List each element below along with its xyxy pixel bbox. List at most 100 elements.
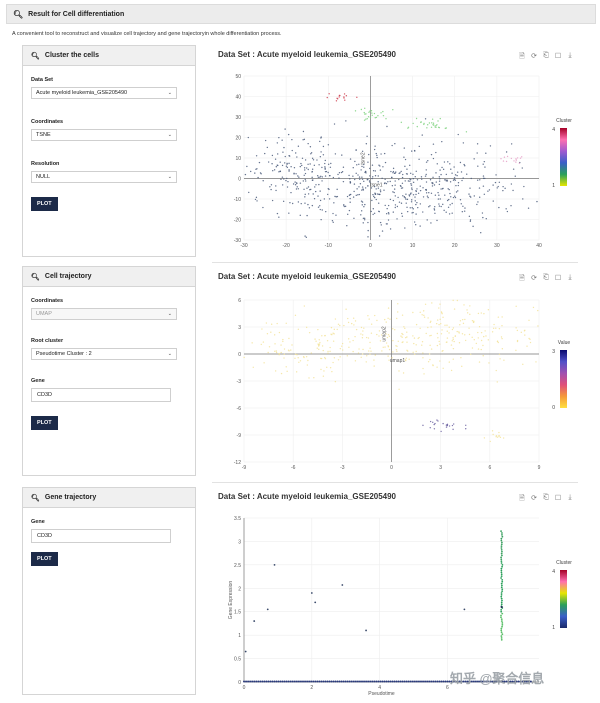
data-point (394, 204, 397, 206)
data-point (413, 353, 416, 355)
data-point (501, 633, 504, 636)
data-point (339, 324, 341, 327)
x-tick-label: 20 (452, 243, 458, 249)
data-point (451, 172, 453, 174)
download-icon[interactable]: ⤓ (568, 494, 572, 501)
data-point (345, 308, 347, 310)
data-point (379, 165, 381, 167)
data-point (497, 341, 499, 344)
data-point (371, 199, 373, 202)
crop-icon[interactable]: ☐ (554, 275, 562, 282)
data-point (452, 680, 455, 683)
data-point (270, 188, 272, 191)
data-point (440, 323, 442, 325)
data-point (480, 231, 482, 234)
data-point (419, 225, 421, 227)
data-point (439, 318, 441, 320)
data-point (379, 680, 382, 683)
data-point (427, 326, 429, 329)
data-point (399, 680, 402, 683)
data-point (460, 171, 463, 173)
data-point (425, 192, 428, 194)
data-point (253, 620, 256, 622)
download-icon[interactable]: ⤓ (568, 52, 572, 59)
data-point (451, 202, 453, 205)
data-point (452, 428, 454, 431)
umap-coordinates-select[interactable]: UMAP ⌄ (31, 308, 177, 320)
data-point (445, 180, 447, 182)
gene-trajectory-plot-button[interactable]: PLOT (31, 552, 58, 566)
x-tick-label: 3 (439, 465, 442, 471)
document-icon[interactable]: 🗎︎ (519, 53, 525, 60)
data-point (455, 191, 458, 193)
cluster-plot-button[interactable]: PLOT (31, 197, 58, 211)
refresh-icon[interactable]: ⟳ (531, 275, 537, 282)
data-point (365, 629, 367, 632)
data-point (330, 162, 332, 165)
document-icon[interactable]: 🗎︎ (519, 495, 525, 502)
data-point (312, 159, 315, 161)
dataset-select[interactable]: Acute myeloid leukemia_GSE205490 ⌄ (31, 87, 177, 99)
data-point (512, 189, 514, 192)
data-point (415, 224, 417, 226)
coordinates-label: Coordinates (31, 119, 64, 125)
restore-icon[interactable]: ⎗ (543, 52, 549, 59)
data-point (406, 336, 408, 338)
data-point (523, 185, 525, 188)
document-icon[interactable]: 🗎︎ (519, 275, 525, 282)
chart-toolbar: 🗎︎ ⟳ ⎗ ☐ ⤓ (518, 494, 574, 505)
data-point (396, 317, 398, 320)
data-point (379, 221, 382, 224)
data-point (265, 680, 268, 683)
data-point (373, 680, 376, 683)
restore-icon[interactable]: ⎗ (543, 494, 549, 501)
crop-icon[interactable]: ☐ (554, 53, 562, 60)
data-point (336, 328, 338, 331)
data-point (491, 430, 494, 432)
gene-trajectory-panel: 🔍︎ Gene trajectory Gene CD3D PLOT (22, 487, 196, 695)
refresh-icon[interactable]: ⟳ (531, 495, 537, 502)
data-point (354, 110, 357, 112)
data-point (449, 181, 452, 183)
data-point (322, 154, 325, 156)
data-point (451, 212, 453, 214)
data-point (418, 145, 420, 148)
data-point (409, 172, 412, 175)
root-cluster-select[interactable]: Pseudotime Cluster : 2 ⌄ (31, 348, 177, 360)
gene-trajectory-input[interactable]: CD3D (31, 529, 171, 543)
data-point (308, 680, 311, 683)
resolution-select[interactable]: NULL ⌄ (31, 171, 177, 183)
data-point (515, 327, 517, 329)
trajectory-plot-button[interactable]: PLOT (31, 416, 58, 430)
data-point (496, 187, 498, 189)
data-point (487, 339, 490, 341)
restore-icon[interactable]: ⎗ (543, 274, 549, 281)
refresh-icon[interactable]: ⟳ (531, 53, 537, 60)
data-point (412, 122, 414, 125)
gene-input[interactable]: CD3D (31, 388, 171, 402)
data-point (426, 195, 429, 197)
data-point (452, 338, 454, 341)
data-point (398, 201, 401, 203)
data-point (311, 204, 314, 207)
data-point (447, 206, 450, 208)
data-point (515, 159, 517, 161)
data-point (285, 680, 288, 683)
download-icon[interactable]: ⤓ (568, 274, 572, 281)
legend-max-label: 4 (552, 127, 555, 133)
chevron-down-icon: ⌄ (167, 174, 172, 180)
coordinates-select[interactable]: TSNE ⌄ (31, 129, 177, 141)
data-point (358, 348, 360, 350)
data-point (442, 203, 444, 206)
data-point (446, 330, 448, 332)
data-point (273, 334, 276, 336)
data-point (362, 222, 364, 224)
crop-icon[interactable]: ☐ (554, 495, 562, 502)
data-point (500, 605, 503, 609)
data-point (470, 177, 472, 180)
data-point (460, 680, 463, 683)
data-point (498, 206, 500, 209)
data-point (500, 618, 503, 621)
data-point (340, 680, 343, 683)
data-point (323, 198, 326, 200)
